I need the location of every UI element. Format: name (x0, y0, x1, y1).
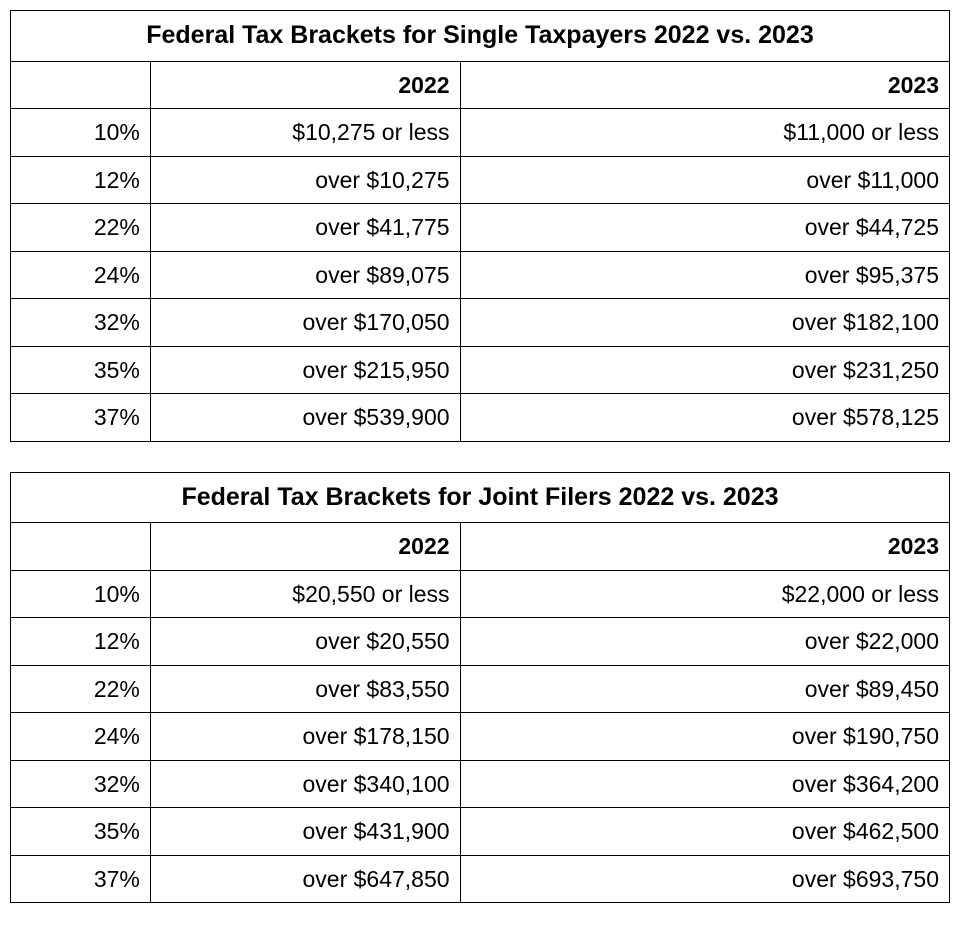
table-row: 37% over $539,900 over $578,125 (11, 394, 950, 442)
table-title-row: Federal Tax Brackets for Joint Filers 20… (11, 472, 950, 523)
value-2022: over $170,050 (150, 299, 460, 347)
value-2022: $10,275 or less (150, 109, 460, 157)
table-row: 35% over $215,950 over $231,250 (11, 346, 950, 394)
rate-cell: 22% (11, 204, 151, 252)
value-2023: $22,000 or less (460, 570, 949, 618)
value-2022: over $83,550 (150, 665, 460, 713)
value-2022: over $647,850 (150, 855, 460, 903)
rate-cell: 35% (11, 346, 151, 394)
rate-cell: 22% (11, 665, 151, 713)
rate-cell: 32% (11, 299, 151, 347)
value-2022: $20,550 or less (150, 570, 460, 618)
table-title: Federal Tax Brackets for Single Taxpayer… (11, 11, 950, 62)
rate-cell: 10% (11, 570, 151, 618)
value-2022: over $431,900 (150, 808, 460, 856)
table-header-2022: 2022 (150, 523, 460, 571)
value-2023: over $578,125 (460, 394, 949, 442)
table-row: 10% $10,275 or less $11,000 or less (11, 109, 950, 157)
rate-cell: 24% (11, 251, 151, 299)
value-2022: over $41,775 (150, 204, 460, 252)
table-row: 10% $20,550 or less $22,000 or less (11, 570, 950, 618)
table-header-2022: 2022 (150, 61, 460, 109)
table-row: 32% over $340,100 over $364,200 (11, 760, 950, 808)
rate-cell: 32% (11, 760, 151, 808)
rate-cell: 37% (11, 394, 151, 442)
table-row: 24% over $89,075 over $95,375 (11, 251, 950, 299)
value-2023: over $364,200 (460, 760, 949, 808)
tax-table-joint: Federal Tax Brackets for Joint Filers 20… (10, 472, 950, 904)
rate-cell: 12% (11, 156, 151, 204)
table-header-2023: 2023 (460, 61, 949, 109)
table-title-row: Federal Tax Brackets for Single Taxpayer… (11, 11, 950, 62)
tax-table-single: Federal Tax Brackets for Single Taxpayer… (10, 10, 950, 442)
table-row: 22% over $83,550 over $89,450 (11, 665, 950, 713)
table-title: Federal Tax Brackets for Joint Filers 20… (11, 472, 950, 523)
value-2023: over $22,000 (460, 618, 949, 666)
value-2022: over $340,100 (150, 760, 460, 808)
tax-brackets-table: Federal Tax Brackets for Single Taxpayer… (10, 10, 950, 442)
value-2023: $11,000 or less (460, 109, 949, 157)
value-2023: over $190,750 (460, 713, 949, 761)
rate-cell: 35% (11, 808, 151, 856)
table-header-2023: 2023 (460, 523, 949, 571)
table-header-row: 2022 2023 (11, 61, 950, 109)
value-2023: over $462,500 (460, 808, 949, 856)
value-2023: over $44,725 (460, 204, 949, 252)
table-row: 12% over $20,550 over $22,000 (11, 618, 950, 666)
value-2023: over $693,750 (460, 855, 949, 903)
table-row: 24% over $178,150 over $190,750 (11, 713, 950, 761)
value-2022: over $10,275 (150, 156, 460, 204)
value-2022: over $20,550 (150, 618, 460, 666)
value-2022: over $178,150 (150, 713, 460, 761)
table-row: 35% over $431,900 over $462,500 (11, 808, 950, 856)
value-2022: over $215,950 (150, 346, 460, 394)
rate-cell: 12% (11, 618, 151, 666)
rate-cell: 37% (11, 855, 151, 903)
value-2023: over $182,100 (460, 299, 949, 347)
value-2022: over $89,075 (150, 251, 460, 299)
value-2023: over $11,000 (460, 156, 949, 204)
tax-brackets-table: Federal Tax Brackets for Joint Filers 20… (10, 472, 950, 904)
value-2023: over $89,450 (460, 665, 949, 713)
table-row: 22% over $41,775 over $44,725 (11, 204, 950, 252)
value-2023: over $95,375 (460, 251, 949, 299)
table-row: 12% over $10,275 over $11,000 (11, 156, 950, 204)
table-header-row: 2022 2023 (11, 523, 950, 571)
value-2023: over $231,250 (460, 346, 949, 394)
value-2022: over $539,900 (150, 394, 460, 442)
table-row: 37% over $647,850 over $693,750 (11, 855, 950, 903)
table-header-empty (11, 523, 151, 571)
table-header-empty (11, 61, 151, 109)
rate-cell: 10% (11, 109, 151, 157)
rate-cell: 24% (11, 713, 151, 761)
table-row: 32% over $170,050 over $182,100 (11, 299, 950, 347)
